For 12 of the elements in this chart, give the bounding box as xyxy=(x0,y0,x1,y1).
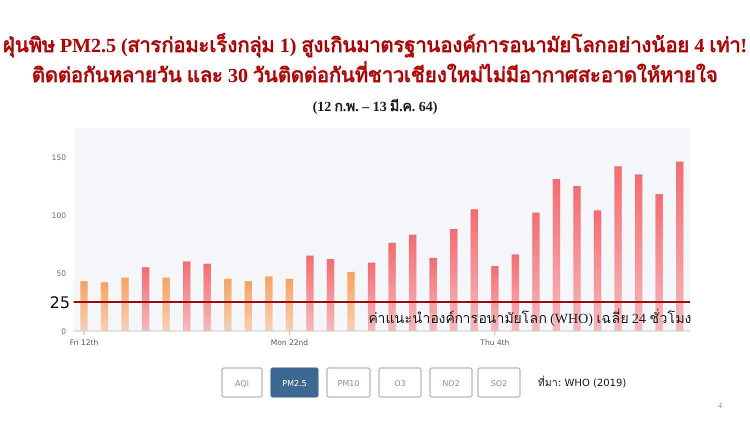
text: PM10 xyxy=(338,379,360,388)
annotation: 25 xyxy=(50,293,70,312)
text: SO2 xyxy=(490,379,508,388)
text: 4 xyxy=(718,401,722,410)
text: NO2 xyxy=(442,379,460,388)
text: O3 xyxy=(394,379,406,388)
subtitle: (12 ก.พ. – 13 มี.ค. 64) xyxy=(312,100,438,115)
text: AQI xyxy=(235,379,249,388)
title: ฝุ่นพิษ PM2.5 (สารก่อมะเร็งกลุ่ม 1) สูงเกินมาตรฐานองค์การอนามัยโลกอย่างน้อย 4 เท่า! xyxy=(2,35,748,57)
ref-line-label: ค่าแนะนำองค์การอนามัยโลก (WHO) เฉลี่ย 24 ชั่วโมง xyxy=(368,309,692,327)
text: ที่มา: WHO (2019) xyxy=(538,375,626,389)
text: PM2.5 xyxy=(282,379,307,388)
